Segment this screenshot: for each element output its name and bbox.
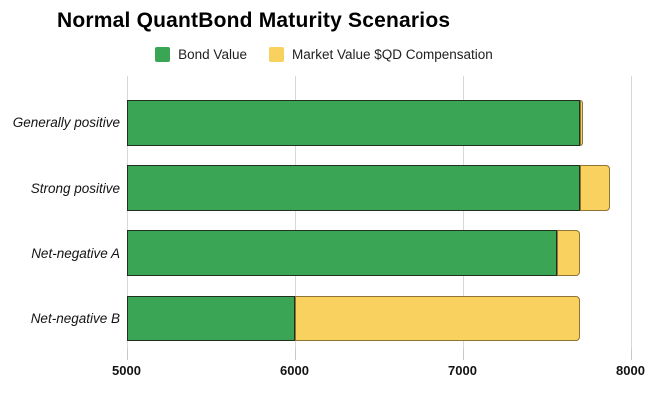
gridline-8000 bbox=[630, 76, 632, 348]
category-label: Generally positive bbox=[12, 115, 120, 131]
gridline-6000 bbox=[294, 76, 296, 348]
axis-tick-8000 bbox=[630, 348, 632, 360]
category-label: Net-negative A bbox=[31, 245, 120, 261]
axis-tick-5000 bbox=[126, 348, 128, 360]
legend-item-bond-value: Bond Value bbox=[155, 47, 247, 62]
legend-item-market-value-compensation: Market Value $QD Compensation bbox=[268, 47, 493, 62]
x-axis-label-6000: 6000 bbox=[280, 363, 309, 378]
legend-swatch-icon bbox=[155, 47, 171, 62]
bar-segment-bond-value bbox=[126, 295, 295, 342]
legend: Bond Value Market Value $QD Compensation bbox=[0, 47, 648, 62]
legend-label: Market Value $QD Compensation bbox=[291, 47, 493, 62]
bar-segment-market-value-compensation bbox=[556, 230, 581, 277]
axis-tick-6000 bbox=[294, 348, 296, 360]
x-axis-label-8000: 8000 bbox=[616, 363, 645, 378]
gridline-5000 bbox=[126, 76, 128, 348]
bar-segment-market-value-compensation bbox=[294, 295, 581, 342]
bar-segment-market-value-compensation bbox=[580, 100, 584, 146]
x-axis-label-7000: 7000 bbox=[448, 363, 477, 378]
bar-segment-market-value-compensation bbox=[580, 165, 611, 211]
legend-label: Bond Value bbox=[178, 47, 247, 62]
bar-segment-bond-value bbox=[126, 100, 581, 146]
bar-segment-bond-value bbox=[126, 165, 581, 211]
category-label: Strong positive bbox=[30, 180, 120, 196]
axis-tick-7000 bbox=[462, 348, 464, 360]
bar-segment-bond-value bbox=[126, 230, 557, 277]
legend-swatch-icon bbox=[268, 47, 284, 62]
x-axis-label-5000: 5000 bbox=[112, 363, 141, 378]
gridline-7000 bbox=[462, 76, 464, 348]
chart-title: Normal QuantBond Maturity Scenarios bbox=[57, 9, 451, 32]
category-label: Net-negative B bbox=[30, 310, 120, 326]
